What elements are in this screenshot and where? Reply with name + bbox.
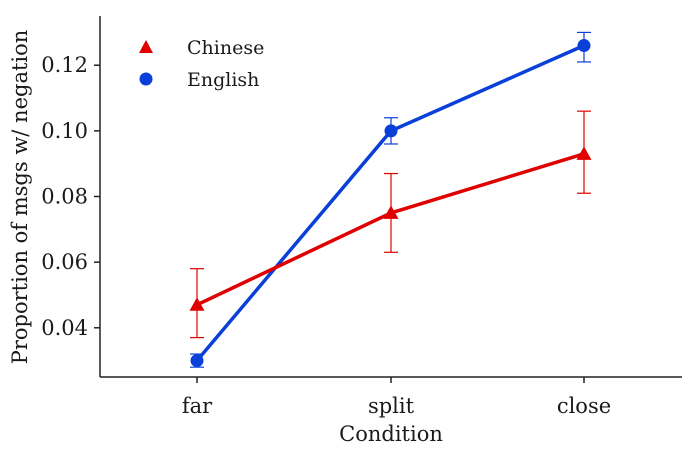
data-point (577, 39, 591, 53)
legend-marker (139, 72, 153, 86)
y-tick-label: 0.08 (41, 185, 88, 209)
y-tick-label: 0.06 (41, 250, 88, 274)
series-english (190, 31, 591, 368)
y-axis-title: Proportion of msgs w/ negation (8, 30, 32, 365)
series-chinese (189, 110, 592, 339)
plot-area (189, 31, 592, 368)
legend: Chinese English (139, 37, 264, 91)
data-point (576, 146, 592, 160)
y-tick-label: 0.04 (41, 316, 88, 340)
x-tick-label: close (557, 394, 611, 418)
legend-label: Chinese (187, 37, 264, 59)
y-tick-label: 0.12 (41, 53, 88, 77)
legend-marker (139, 40, 153, 53)
x-tick-label: far (182, 394, 213, 418)
x-axis-ticks: far split close (182, 377, 611, 418)
x-tick-label: split (368, 394, 415, 418)
data-point (189, 297, 205, 311)
data-point (384, 124, 398, 138)
y-axis-ticks: 0.04 0.06 0.08 0.10 0.12 (41, 53, 100, 340)
x-axis-title: Condition (339, 422, 443, 446)
data-point (190, 354, 204, 368)
legend-label: English (187, 69, 259, 91)
y-tick-label: 0.10 (41, 119, 88, 143)
data-point (383, 205, 399, 219)
